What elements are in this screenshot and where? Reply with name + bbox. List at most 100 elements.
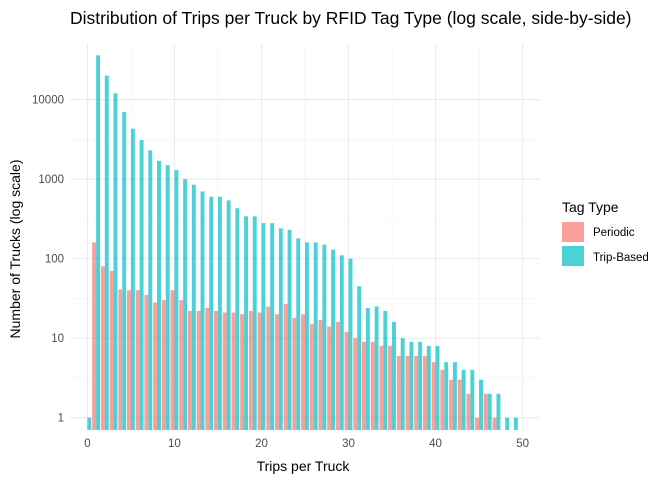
bar-periodic [396,355,401,430]
bar-trip-based [226,200,231,430]
bar-trip-based [426,345,431,430]
x-axis-title: Trips per Truck [257,458,351,474]
bar-periodic [405,355,410,430]
bar-trip-based [191,184,196,430]
bar-trip-based [339,255,344,430]
bar-trip-based [313,242,318,430]
bar-trip-based [322,244,327,430]
bar-trip-based [113,93,118,430]
bar-periodic [127,290,131,430]
y-tick-label: 1 [58,413,64,425]
bar-periodic [92,242,97,430]
bar-periodic [283,303,288,430]
bar-trip-based [365,307,370,430]
bar-periodic [109,270,114,430]
bar-periodic [214,310,218,430]
bar-periodic [483,393,488,430]
bar-trip-based [261,223,266,430]
bar-trip-based [348,258,353,430]
x-tick-label: 50 [516,438,529,450]
bar-trip-based [400,338,405,430]
y-axis-title: Number of Trucks (log scale) [7,160,23,339]
bars [87,55,518,431]
x-tick-label: 40 [429,438,442,450]
bar-trip-based [496,393,501,430]
bar-trip-based [470,369,475,430]
bar-trip-based [270,223,275,430]
bar-periodic [292,317,297,430]
bar-periodic [205,307,210,430]
bar-periodic [370,341,375,430]
bar-periodic [222,312,227,430]
bar-trip-based [461,369,466,430]
bar-periodic [135,290,140,430]
bar-trip-based [505,417,510,430]
bar-periodic [431,362,436,430]
bar-trip-based [392,321,396,430]
legend-title: Tag Type [562,199,619,215]
bar-periodic [318,319,323,430]
bar-periodic [327,326,332,430]
bar-periodic [187,310,192,430]
x-tick-label: 30 [342,438,355,450]
bar-periodic [309,324,314,430]
bar-trip-based [165,165,170,430]
bar-periodic [440,369,445,430]
bar-trip-based [331,249,336,430]
bar-trip-based [418,341,423,430]
chart-title: Distribution of Trips per Truck by RFID … [70,8,632,28]
y-tick-label: 100 [45,254,64,266]
bar-trip-based [287,229,292,430]
bar-periodic [231,312,236,430]
legend-label-periodic: Periodic [593,227,635,239]
bar-trip-based [183,179,188,430]
bar-periodic [414,355,419,430]
bar-periodic [161,300,166,430]
y-axis-ticks: 1 10 100 1000 10000 [32,95,64,425]
bar-periodic [118,289,123,430]
bar-trip-based [487,393,492,430]
bar-trip-based [252,216,257,430]
bar-trip-based [374,306,379,430]
bar-trip-based [357,286,362,430]
bar-periodic [274,314,279,430]
bar-trip-based [513,417,518,430]
bar-periodic [179,300,184,430]
bar-periodic [257,312,262,430]
bar-trip-based [130,128,135,430]
bar-periodic [379,345,384,430]
bar-trip-based [409,341,414,430]
bar-periodic [170,290,175,430]
bar-periodic [196,310,201,430]
y-tick-label: 10 [51,333,64,345]
y-tick-label: 1000 [38,174,64,186]
bar-trip-based [148,150,153,431]
bar-periodic [388,345,393,430]
bar-periodic [475,417,480,430]
bar-trip-based [209,196,214,430]
bar-periodic [100,266,105,430]
bar-trip-based [383,310,388,430]
bar-periodic [335,321,340,430]
legend-key-periodic [562,222,584,242]
legend: Tag Type Periodic Trip-Based [562,199,649,266]
bar-trip-based [305,242,309,430]
bar-trip-based [435,345,440,430]
bar-periodic [240,314,245,430]
legend-key-trip-based [562,246,584,266]
bar-trip-based [235,208,240,430]
bar-trip-based [296,238,301,430]
bar-trip-based [479,379,483,430]
legend-label-trip-based: Trip-Based [593,252,649,264]
bar-periodic [457,379,462,430]
bar-trip-based [217,196,222,430]
bar-trip-based [104,75,109,430]
bar-trip-based [452,362,457,430]
x-tick-label: 0 [84,438,90,450]
bar-periodic [344,331,349,430]
bar-periodic [492,417,497,430]
bar-trip-based [139,140,144,431]
x-tick-label: 10 [168,438,181,450]
bar-trip-based [200,191,205,430]
